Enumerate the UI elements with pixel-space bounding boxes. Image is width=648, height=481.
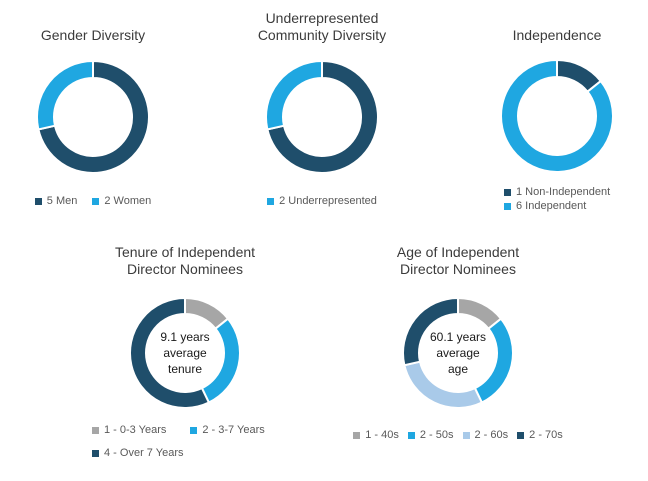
legend-item: 2 Underrepresented (267, 195, 377, 208)
underrepresented-legend: 2 Underrepresented (239, 195, 405, 208)
tenure-legend-row1: 1 - 0-3 Years 2 - 3-7 Years (92, 424, 285, 437)
chart-title-line: Gender Diversity (40, 27, 146, 43)
age-chart: Age of Independent Director Nominees 60.… (348, 244, 568, 442)
legend-label: 2 Underrepresented (279, 195, 377, 207)
legend-swatch (462, 432, 470, 439)
legend-label: 2 - 60s (474, 429, 509, 441)
donut-segment (500, 59, 614, 173)
center-label-line: 60.1 years (429, 330, 487, 344)
legend-label: 1 - 0-3 Years (104, 424, 167, 436)
age-donut: 60.1 years average age (402, 297, 514, 409)
gender-donut (36, 60, 150, 174)
legend-swatch (92, 198, 100, 205)
chart-title-line: Independence (512, 27, 602, 43)
center-label-line: average (163, 346, 207, 360)
legend-swatch (267, 198, 275, 205)
donut-segment (129, 297, 211, 409)
legend-item: 2 - 70s (517, 429, 563, 442)
chart-title: Tenure of Independent Director Nominees (85, 244, 285, 278)
independence-donut (500, 59, 614, 173)
center-label-line: 9.1 years (160, 330, 210, 344)
gender-diversity-chart: Gender Diversity 5 Men 2 Women (10, 27, 176, 208)
legend-item: 1 - 0-3 Years (92, 424, 166, 437)
legend-swatch (34, 198, 42, 205)
legend-swatch (517, 432, 525, 439)
legend-item: 2 Women (92, 195, 151, 208)
age-center-label: 60.1 years average age (402, 297, 514, 409)
legend-item: 6 Independent (504, 200, 586, 213)
legend-item: 1 - 40s (353, 429, 399, 442)
donut-segment (266, 60, 379, 174)
center-label-line: age (447, 362, 469, 376)
donut-segment (402, 297, 459, 367)
chart-title: Gender Diversity (10, 27, 176, 44)
legend-item: 2 - 60s (462, 429, 509, 442)
donut-segment (265, 60, 323, 131)
legend-swatch (92, 427, 99, 434)
chart-title: Independence (474, 27, 640, 44)
chart-title-line: Director Nominees (127, 261, 243, 277)
independence-legend: 1 Non-Independent 6 Independent (504, 186, 640, 213)
legend-item: 4 - Over 7 Years (92, 447, 184, 460)
legend-label: 5 Men (46, 195, 78, 207)
legend-swatch (92, 450, 99, 457)
donut-segment (36, 60, 94, 131)
tenure-legend-row2: 4 - Over 7 Years (92, 447, 285, 460)
age-legend: 1 - 40s 2 - 50s 2 - 60s 2 - 70s (348, 429, 568, 442)
legend-swatch (190, 427, 198, 434)
tenure-chart: Tenure of Independent Director Nominees … (85, 244, 285, 460)
legend-swatch (504, 203, 511, 210)
chart-title-line: Underrepresented (265, 10, 379, 26)
legend-label: 1 - 40s (365, 429, 399, 441)
legend-item: 2 - 3-7 Years (190, 424, 265, 437)
chart-title: Age of Independent Director Nominees (348, 244, 568, 278)
center-label-line: tenure (167, 362, 203, 376)
legend-label: 2 - 50s (419, 429, 454, 441)
legend-swatch (504, 189, 511, 196)
chart-title-line: Community Diversity (257, 27, 387, 43)
legend-item: 5 Men (34, 195, 78, 208)
legend-label: 2 - 3-7 Years (202, 424, 265, 436)
gender-legend: 5 Men 2 Women (10, 195, 176, 208)
underrepresented-donut (265, 60, 379, 174)
chart-title-line: Age of Independent (396, 244, 520, 260)
underrepresented-diversity-chart: Underrepresented Community Diversity 2 U… (239, 10, 405, 208)
legend-label: 6 Independent (516, 200, 587, 212)
chart-title-line: Director Nominees (400, 261, 516, 277)
center-label-line: average (436, 346, 480, 360)
legend-label: 4 - Over 7 Years (104, 447, 184, 459)
legend-label: 2 - 70s (529, 429, 563, 441)
legend-swatch (407, 432, 415, 439)
tenure-donut: 9.1 years average tenure (129, 297, 241, 409)
legend-label: 2 Women (104, 195, 152, 207)
independence-chart: Independence 1 Non-Independent 6 Indepen… (474, 27, 640, 213)
tenure-center-label: 9.1 years average tenure (129, 297, 241, 409)
legend-item: 1 Non-Independent (504, 186, 610, 199)
legend-item: 2 - 50s (407, 429, 454, 442)
chart-title-line: Tenure of Independent (114, 244, 256, 260)
legend-swatch (353, 432, 361, 439)
donut-segment (37, 60, 150, 174)
legend-label: 1 Non-Independent (516, 186, 611, 198)
chart-title: Underrepresented Community Diversity (239, 10, 405, 44)
